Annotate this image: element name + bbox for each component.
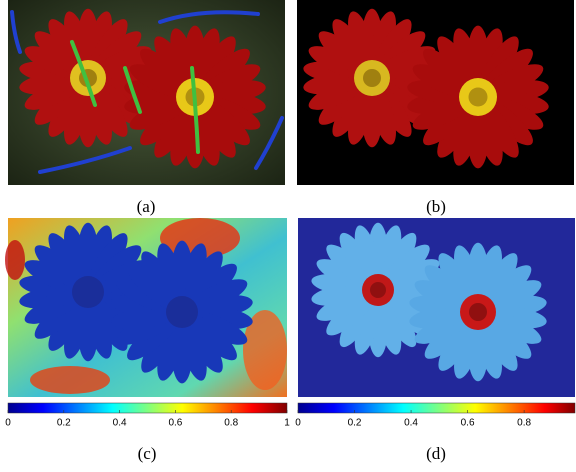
panel-a-image <box>8 0 285 185</box>
figure: 00.20.40.60.8100.20.40.60.8 (a) (b) (c) … <box>0 0 576 472</box>
tick-label: 0 <box>5 418 11 429</box>
colorbar-c <box>8 403 287 413</box>
tick-label: 0.2 <box>348 418 362 429</box>
tick-label: 0.8 <box>224 418 238 429</box>
tick-label: 0.6 <box>461 418 475 429</box>
caption: (c) <box>138 444 157 463</box>
flower-center-inner <box>370 282 386 298</box>
flower-center <box>72 276 104 308</box>
tick-label: 0.4 <box>404 418 418 429</box>
tick-label: 0.2 <box>57 418 71 429</box>
caption: (a) <box>137 197 156 216</box>
tick-label: 1 <box>284 418 290 429</box>
panel-c-map <box>5 218 287 397</box>
tick-label: 0 <box>295 418 301 429</box>
tick-label: 0.8 <box>517 418 531 429</box>
flower-center-inner <box>363 69 381 87</box>
tick-label: 0.4 <box>113 418 127 429</box>
panel-b-image <box>297 0 574 185</box>
tick-label: 0.6 <box>168 418 182 429</box>
flower-center-inner <box>469 88 488 107</box>
flower-center-inner <box>469 303 487 321</box>
colorbar-d <box>298 403 575 413</box>
caption: (d) <box>426 444 446 463</box>
panel-d-map <box>298 218 575 397</box>
caption: (b) <box>426 197 446 216</box>
flower-center <box>166 296 198 328</box>
